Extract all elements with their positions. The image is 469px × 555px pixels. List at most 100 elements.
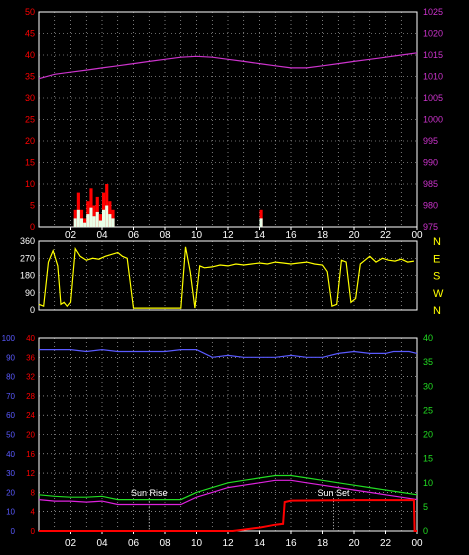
temperature-line bbox=[38, 474, 418, 501]
y-tick-rain: 32 bbox=[26, 373, 35, 382]
y-tick-pressure: 975 bbox=[423, 222, 438, 232]
x-tick-label: 10 bbox=[191, 230, 203, 241]
y-tick-wind: 20 bbox=[25, 136, 35, 146]
compass-label: N bbox=[433, 236, 441, 248]
x-tick-label: 14 bbox=[254, 538, 266, 549]
wind-avg-bar bbox=[73, 218, 77, 227]
y-tick-temperature: 15 bbox=[423, 454, 433, 464]
y-tick-humidity: 0 bbox=[11, 527, 16, 536]
x-tick-label: 02 bbox=[65, 230, 77, 241]
x-tick-label: 02 bbox=[65, 538, 77, 549]
y-tick-direction: 0 bbox=[30, 305, 35, 315]
y-tick-wind: 5 bbox=[30, 201, 35, 211]
compass-label: E bbox=[433, 253, 440, 265]
sun-label: Sun Set bbox=[318, 488, 351, 498]
wind-avg-bar bbox=[111, 218, 115, 227]
x-tick-label: 00 bbox=[411, 230, 423, 241]
x-tick-label: 20 bbox=[348, 538, 360, 549]
y-tick-temperature: 25 bbox=[423, 405, 433, 415]
y-tick-humidity: 20 bbox=[6, 488, 15, 497]
y-tick-wind: 35 bbox=[25, 72, 35, 82]
y-tick-rain: 8 bbox=[31, 488, 36, 497]
wind-avg-bar bbox=[105, 205, 109, 227]
y-tick-wind: 15 bbox=[25, 158, 35, 168]
y-tick-pressure: 1020 bbox=[423, 29, 443, 39]
compass-label: S bbox=[433, 271, 440, 283]
temperature-header: Temperatura bbox=[312, 322, 375, 334]
chart-date-title: 24 hora graficadas: 15 Noviembre 2014 bbox=[172, 1, 365, 13]
pressure-header: Presión bbox=[372, 1, 409, 13]
humidity-header: Humedad bbox=[66, 322, 114, 334]
y-tick-pressure: 990 bbox=[423, 158, 438, 168]
y-tick-rain: 24 bbox=[26, 411, 35, 420]
x-tick-label: 10 bbox=[191, 538, 203, 549]
y-tick-temperature: 20 bbox=[423, 430, 433, 440]
y-tick-humidity: 30 bbox=[6, 469, 15, 478]
y-tick-wind: 40 bbox=[25, 50, 35, 60]
wind-speed-header: Velocidad viento bbox=[38, 1, 118, 13]
y-tick-humidity: 90 bbox=[6, 353, 15, 362]
x-tick-label: 08 bbox=[159, 538, 171, 549]
y-tick-rain: 28 bbox=[26, 392, 35, 401]
x-tick-label: 08 bbox=[159, 230, 171, 241]
x-tick-label: 18 bbox=[317, 538, 329, 549]
y-tick-humidity: 100 bbox=[2, 334, 16, 343]
y-tick-wind: 25 bbox=[25, 115, 35, 125]
wind-avg-bar bbox=[79, 218, 84, 227]
y-tick-humidity: 80 bbox=[6, 373, 15, 382]
y-tick-pressure: 1000 bbox=[423, 115, 443, 125]
wind-avg-bar bbox=[83, 222, 87, 227]
y-tick-direction: 180 bbox=[20, 271, 35, 281]
dewpoint-line bbox=[38, 479, 418, 506]
x-tick-label: 06 bbox=[128, 230, 140, 241]
y-tick-direction: 360 bbox=[20, 236, 35, 246]
compass-label: W bbox=[433, 288, 444, 300]
y-tick-rain: 4 bbox=[31, 508, 36, 517]
y-tick-direction: 270 bbox=[20, 253, 35, 263]
x-tick-label: 16 bbox=[285, 230, 297, 241]
compass-label: N bbox=[433, 305, 441, 317]
wind-direction-panel bbox=[38, 240, 418, 311]
x-tick-label: 22 bbox=[380, 538, 392, 549]
y-tick-temperature: 5 bbox=[423, 502, 428, 512]
y-tick-temperature: 40 bbox=[423, 333, 433, 343]
y-tick-temperature: 30 bbox=[423, 381, 433, 391]
x-tick-label: 20 bbox=[348, 230, 360, 241]
sun-label: Sun Rise bbox=[131, 488, 168, 498]
y-tick-humidity: 40 bbox=[6, 450, 15, 459]
y-tick-wind: 45 bbox=[25, 29, 35, 39]
humidity-line bbox=[39, 348, 418, 358]
x-tick-label: 06 bbox=[128, 538, 140, 549]
x-tick-label: 14 bbox=[254, 230, 266, 241]
y-tick-wind: 0 bbox=[30, 222, 35, 232]
y-tick-rain: 40 bbox=[26, 334, 35, 343]
y-tick-rain: 20 bbox=[26, 431, 35, 440]
wind-avg-bar bbox=[98, 220, 102, 227]
y-tick-direction: 90 bbox=[25, 288, 35, 298]
y-tick-pressure: 1005 bbox=[423, 93, 443, 103]
y-tick-temperature: 35 bbox=[423, 357, 433, 367]
dewpoint-header: Punto rocío bbox=[392, 322, 448, 334]
wind-avg-bar bbox=[76, 209, 80, 227]
rain-line bbox=[39, 499, 417, 532]
y-tick-humidity: 10 bbox=[6, 508, 15, 517]
x-tick-label: 12 bbox=[222, 230, 234, 241]
pressure-line bbox=[38, 52, 418, 80]
y-tick-temperature: 0 bbox=[423, 526, 428, 536]
wind-avg-bar bbox=[86, 214, 90, 227]
y-tick-rain: 0 bbox=[31, 527, 36, 536]
y-tick-rain: 36 bbox=[26, 353, 35, 362]
y-tick-pressure: 985 bbox=[423, 179, 438, 189]
y-tick-wind: 50 bbox=[25, 7, 35, 17]
y-tick-rain: 12 bbox=[26, 469, 35, 478]
x-tick-label: 00 bbox=[411, 538, 423, 549]
y-tick-humidity: 60 bbox=[6, 411, 15, 420]
wind-avg-bar bbox=[89, 207, 93, 227]
x-tick-label: 22 bbox=[380, 230, 392, 241]
x-tick-label: 04 bbox=[96, 230, 108, 241]
wind-avg-bar bbox=[92, 216, 96, 227]
y-tick-pressure: 1025 bbox=[423, 7, 443, 17]
wind-avg-bar bbox=[259, 218, 263, 227]
y-tick-temperature: 10 bbox=[423, 478, 433, 488]
